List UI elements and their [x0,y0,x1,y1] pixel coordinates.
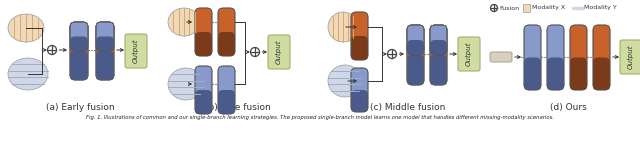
FancyBboxPatch shape [407,25,424,85]
FancyBboxPatch shape [430,25,447,55]
Text: Fusion: Fusion [499,6,519,11]
Text: Output: Output [466,42,472,66]
FancyBboxPatch shape [351,90,368,112]
FancyBboxPatch shape [407,40,424,55]
Text: Modality X: Modality X [532,6,565,11]
FancyBboxPatch shape [195,90,212,114]
FancyBboxPatch shape [547,58,564,90]
Text: (d) Ours: (d) Ours [550,103,586,112]
Ellipse shape [8,58,48,90]
FancyBboxPatch shape [195,8,212,56]
FancyBboxPatch shape [218,66,235,114]
FancyBboxPatch shape [430,55,447,85]
FancyBboxPatch shape [218,8,235,56]
Ellipse shape [8,14,44,42]
FancyBboxPatch shape [195,32,212,56]
FancyBboxPatch shape [458,37,480,71]
FancyBboxPatch shape [407,25,424,55]
FancyBboxPatch shape [125,34,147,68]
Circle shape [490,5,497,12]
FancyBboxPatch shape [96,36,114,51]
FancyBboxPatch shape [70,22,88,80]
FancyBboxPatch shape [96,51,114,80]
FancyBboxPatch shape [96,22,114,80]
FancyBboxPatch shape [70,36,88,51]
FancyBboxPatch shape [218,32,235,56]
FancyBboxPatch shape [407,55,424,85]
FancyBboxPatch shape [218,90,235,114]
Circle shape [250,48,259,57]
Text: Output: Output [133,39,139,63]
FancyBboxPatch shape [430,25,447,85]
FancyBboxPatch shape [268,35,290,69]
FancyBboxPatch shape [524,58,541,90]
FancyBboxPatch shape [351,68,368,112]
FancyBboxPatch shape [351,36,368,60]
FancyBboxPatch shape [70,22,88,51]
FancyBboxPatch shape [547,25,564,90]
Text: Output: Output [628,45,634,69]
Text: Modality Y: Modality Y [584,6,617,11]
FancyBboxPatch shape [70,51,88,80]
Circle shape [387,50,397,59]
FancyBboxPatch shape [593,58,610,90]
Text: (a) Early fusion: (a) Early fusion [45,103,115,112]
Ellipse shape [168,8,200,36]
Text: (c) Middle fusion: (c) Middle fusion [371,103,445,112]
FancyBboxPatch shape [570,58,587,90]
FancyBboxPatch shape [430,40,447,55]
Ellipse shape [328,12,358,42]
Text: (b) Late fusion: (b) Late fusion [205,103,271,112]
FancyBboxPatch shape [593,25,610,90]
Text: Output: Output [276,40,282,64]
FancyBboxPatch shape [96,22,114,51]
FancyBboxPatch shape [351,12,368,60]
Ellipse shape [328,65,362,97]
FancyBboxPatch shape [523,4,530,12]
FancyBboxPatch shape [570,25,587,90]
FancyBboxPatch shape [490,52,512,62]
FancyBboxPatch shape [620,40,640,74]
Ellipse shape [168,68,204,100]
Text: Fig. 1. Illustrations of common and our single-branch learning strategies. The p: Fig. 1. Illustrations of common and our … [86,115,554,120]
Circle shape [47,45,56,55]
FancyBboxPatch shape [524,25,541,90]
FancyBboxPatch shape [195,66,212,114]
